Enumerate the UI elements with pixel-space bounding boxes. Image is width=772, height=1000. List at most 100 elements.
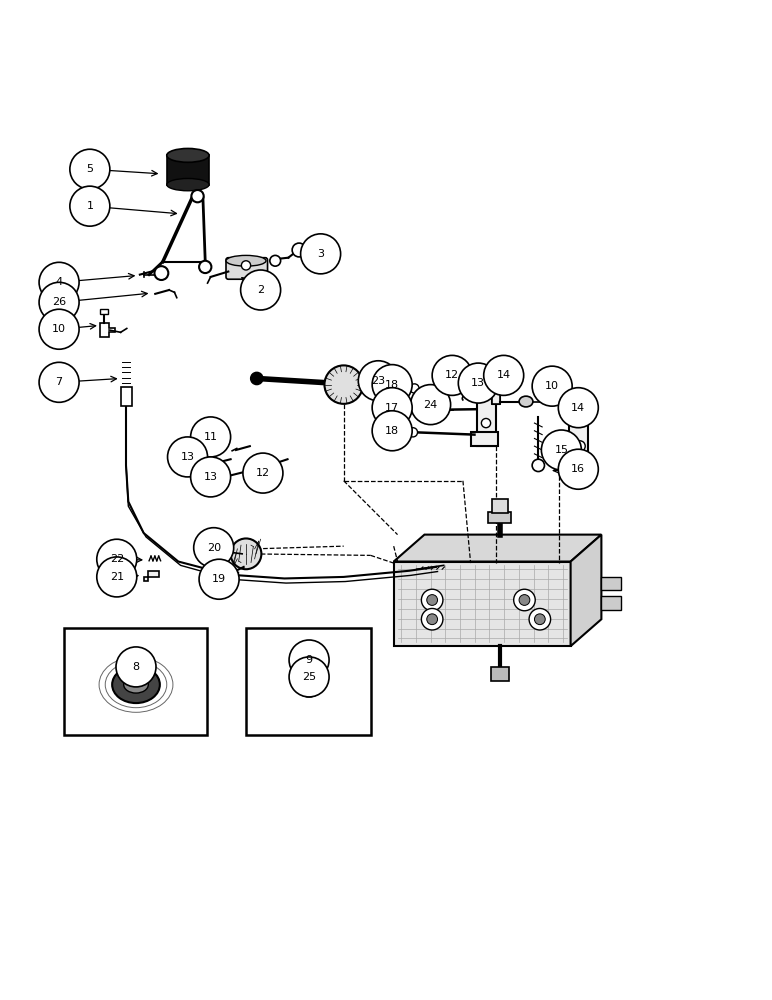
Circle shape	[324, 365, 363, 404]
Circle shape	[459, 363, 498, 403]
Text: 17: 17	[385, 403, 399, 413]
Circle shape	[422, 589, 443, 611]
Circle shape	[39, 362, 79, 402]
Circle shape	[427, 595, 438, 605]
Text: 3: 3	[317, 249, 324, 259]
Circle shape	[289, 640, 329, 680]
Polygon shape	[144, 571, 159, 581]
Circle shape	[513, 589, 535, 611]
Bar	[491, 667, 509, 681]
Text: 19: 19	[212, 574, 226, 584]
Circle shape	[251, 372, 263, 385]
Bar	[493, 499, 507, 513]
Text: 13: 13	[204, 472, 218, 482]
Text: 16: 16	[571, 464, 585, 474]
Bar	[167, 155, 209, 185]
Circle shape	[168, 437, 208, 477]
Circle shape	[410, 384, 419, 393]
Circle shape	[411, 385, 451, 425]
Text: 12: 12	[256, 468, 270, 478]
Polygon shape	[571, 535, 601, 646]
Polygon shape	[394, 535, 601, 562]
Circle shape	[532, 366, 572, 406]
Circle shape	[519, 595, 530, 605]
Text: 20: 20	[207, 543, 221, 553]
Circle shape	[432, 386, 441, 395]
Text: 18: 18	[385, 380, 399, 390]
Text: 10: 10	[545, 381, 559, 391]
Circle shape	[432, 355, 472, 395]
Text: 26: 26	[52, 297, 66, 307]
Text: 2: 2	[257, 285, 264, 295]
Text: 22: 22	[110, 554, 124, 564]
Circle shape	[422, 608, 443, 630]
Circle shape	[484, 355, 523, 395]
Circle shape	[39, 262, 79, 302]
Circle shape	[532, 459, 544, 472]
Circle shape	[199, 559, 239, 599]
Bar	[65, 628, 207, 735]
Circle shape	[372, 411, 412, 451]
Text: 15: 15	[554, 445, 568, 455]
Bar	[489, 512, 511, 523]
Text: 24: 24	[424, 400, 438, 410]
Circle shape	[300, 234, 340, 274]
Ellipse shape	[167, 178, 209, 191]
FancyBboxPatch shape	[226, 258, 268, 279]
Circle shape	[408, 428, 418, 437]
Circle shape	[191, 457, 231, 497]
Polygon shape	[569, 417, 587, 469]
Text: 5: 5	[86, 164, 93, 174]
Circle shape	[96, 557, 137, 597]
Ellipse shape	[112, 666, 160, 703]
Text: 13: 13	[472, 378, 486, 388]
Bar	[471, 432, 497, 446]
Circle shape	[482, 418, 491, 428]
Circle shape	[194, 528, 234, 568]
Polygon shape	[493, 381, 499, 404]
Circle shape	[199, 261, 212, 273]
Bar	[601, 596, 621, 610]
Circle shape	[191, 190, 204, 202]
Circle shape	[96, 539, 137, 579]
Circle shape	[358, 361, 398, 401]
Bar	[100, 309, 107, 314]
Circle shape	[154, 266, 168, 280]
Circle shape	[372, 365, 412, 405]
Text: 10: 10	[52, 324, 66, 334]
Circle shape	[242, 261, 251, 270]
Text: 1: 1	[86, 201, 93, 211]
Circle shape	[292, 243, 306, 257]
Ellipse shape	[298, 680, 320, 697]
Circle shape	[270, 255, 280, 266]
Bar	[477, 385, 496, 446]
Bar	[120, 387, 132, 406]
Circle shape	[534, 614, 545, 625]
Text: 14: 14	[571, 403, 585, 413]
Circle shape	[427, 614, 438, 625]
Text: 14: 14	[496, 370, 511, 380]
Text: 18: 18	[385, 426, 399, 436]
Circle shape	[241, 270, 280, 310]
Circle shape	[39, 309, 79, 349]
Polygon shape	[100, 323, 115, 337]
Text: 21: 21	[110, 572, 124, 582]
Circle shape	[558, 449, 598, 489]
Text: 11: 11	[204, 432, 218, 442]
Circle shape	[243, 453, 283, 493]
Ellipse shape	[226, 255, 266, 266]
Text: 12: 12	[445, 370, 459, 380]
Text: 13: 13	[181, 452, 195, 462]
Bar	[601, 577, 621, 590]
Circle shape	[416, 405, 425, 415]
Circle shape	[372, 388, 412, 428]
Bar	[246, 628, 371, 735]
Circle shape	[69, 149, 110, 189]
Circle shape	[39, 282, 79, 322]
Text: 23: 23	[371, 376, 385, 386]
Text: 9: 9	[306, 655, 313, 665]
Circle shape	[69, 186, 110, 226]
Ellipse shape	[519, 396, 533, 407]
Circle shape	[303, 683, 314, 694]
Circle shape	[191, 417, 231, 457]
